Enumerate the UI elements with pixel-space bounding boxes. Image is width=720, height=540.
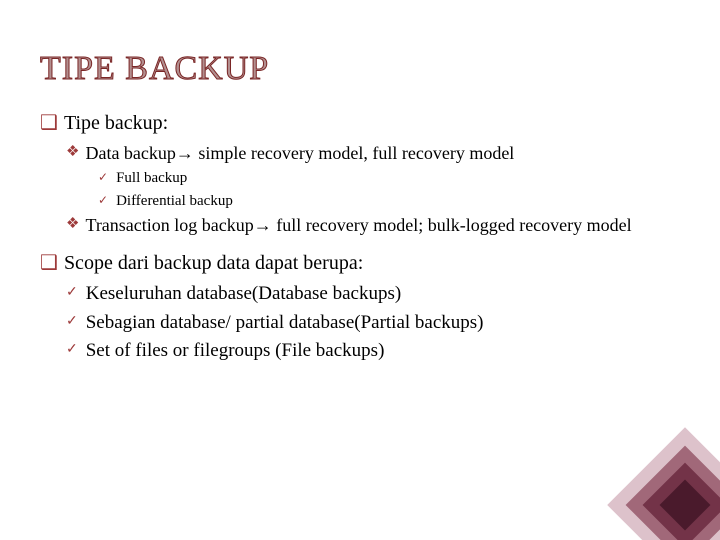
bullet-text: Transaction log backup→ full recovery mo… — [85, 213, 631, 237]
square-icon: ❑ — [40, 110, 58, 137]
bullet-level1: ❑ Tipe backup: — [40, 110, 680, 137]
title-text-outline: TIPE BACKUP — [40, 50, 269, 88]
square-icon: ❑ — [40, 250, 58, 277]
bullet-text: Data backup→ simple recovery model, full… — [85, 141, 514, 165]
bullet-text: Sebagian database/ partial database(Part… — [86, 310, 484, 336]
diamond-icon: ❖ — [66, 141, 79, 165]
check-icon: ✓ — [66, 281, 78, 307]
diamond-icon: ❖ — [66, 213, 79, 237]
slide-title: TIPE BACKUP TIPE BACKUP — [40, 50, 680, 88]
slide: TIPE BACKUP TIPE BACKUP ❑ Tipe backup: ❖… — [0, 0, 720, 540]
bullet-text: Set of files or filegroups (File backups… — [86, 338, 385, 364]
check-icon: ✓ — [98, 191, 108, 211]
check-icon: ✓ — [66, 338, 78, 364]
bullet-text: Full backup — [116, 168, 187, 188]
check-icon: ✓ — [66, 310, 78, 336]
corner-decoration — [570, 390, 720, 540]
arrow-icon: → — [176, 143, 194, 163]
spacer — [40, 240, 680, 250]
bullet-text: Keseluruhan database(Database backups) — [86, 281, 401, 307]
bullet-text: Tipe backup: — [64, 110, 168, 137]
bullet-level3: ✓ Full backup — [98, 168, 680, 188]
bullet-level2: ✓ Sebagian database/ partial database(Pa… — [66, 310, 680, 336]
bullet-level2: ❖ Transaction log backup→ full recovery … — [66, 213, 680, 237]
bullet-level3: ✓ Differential backup — [98, 191, 680, 211]
bullet-level2: ✓ Set of files or filegroups (File backu… — [66, 338, 680, 364]
arrow-icon: → — [254, 215, 272, 235]
bullet-level2: ✓ Keseluruhan database(Database backups) — [66, 281, 680, 307]
bullet-level2: ❖ Data backup→ simple recovery model, fu… — [66, 141, 680, 165]
check-icon: ✓ — [98, 168, 108, 188]
bullet-level1: ❑ Scope dari backup data dapat berupa: — [40, 250, 680, 277]
bullet-text: Scope dari backup data dapat berupa: — [64, 250, 363, 277]
bullet-text: Differential backup — [116, 191, 233, 211]
slide-content: ❑ Tipe backup: ❖ Data backup→ simple rec… — [40, 110, 680, 364]
